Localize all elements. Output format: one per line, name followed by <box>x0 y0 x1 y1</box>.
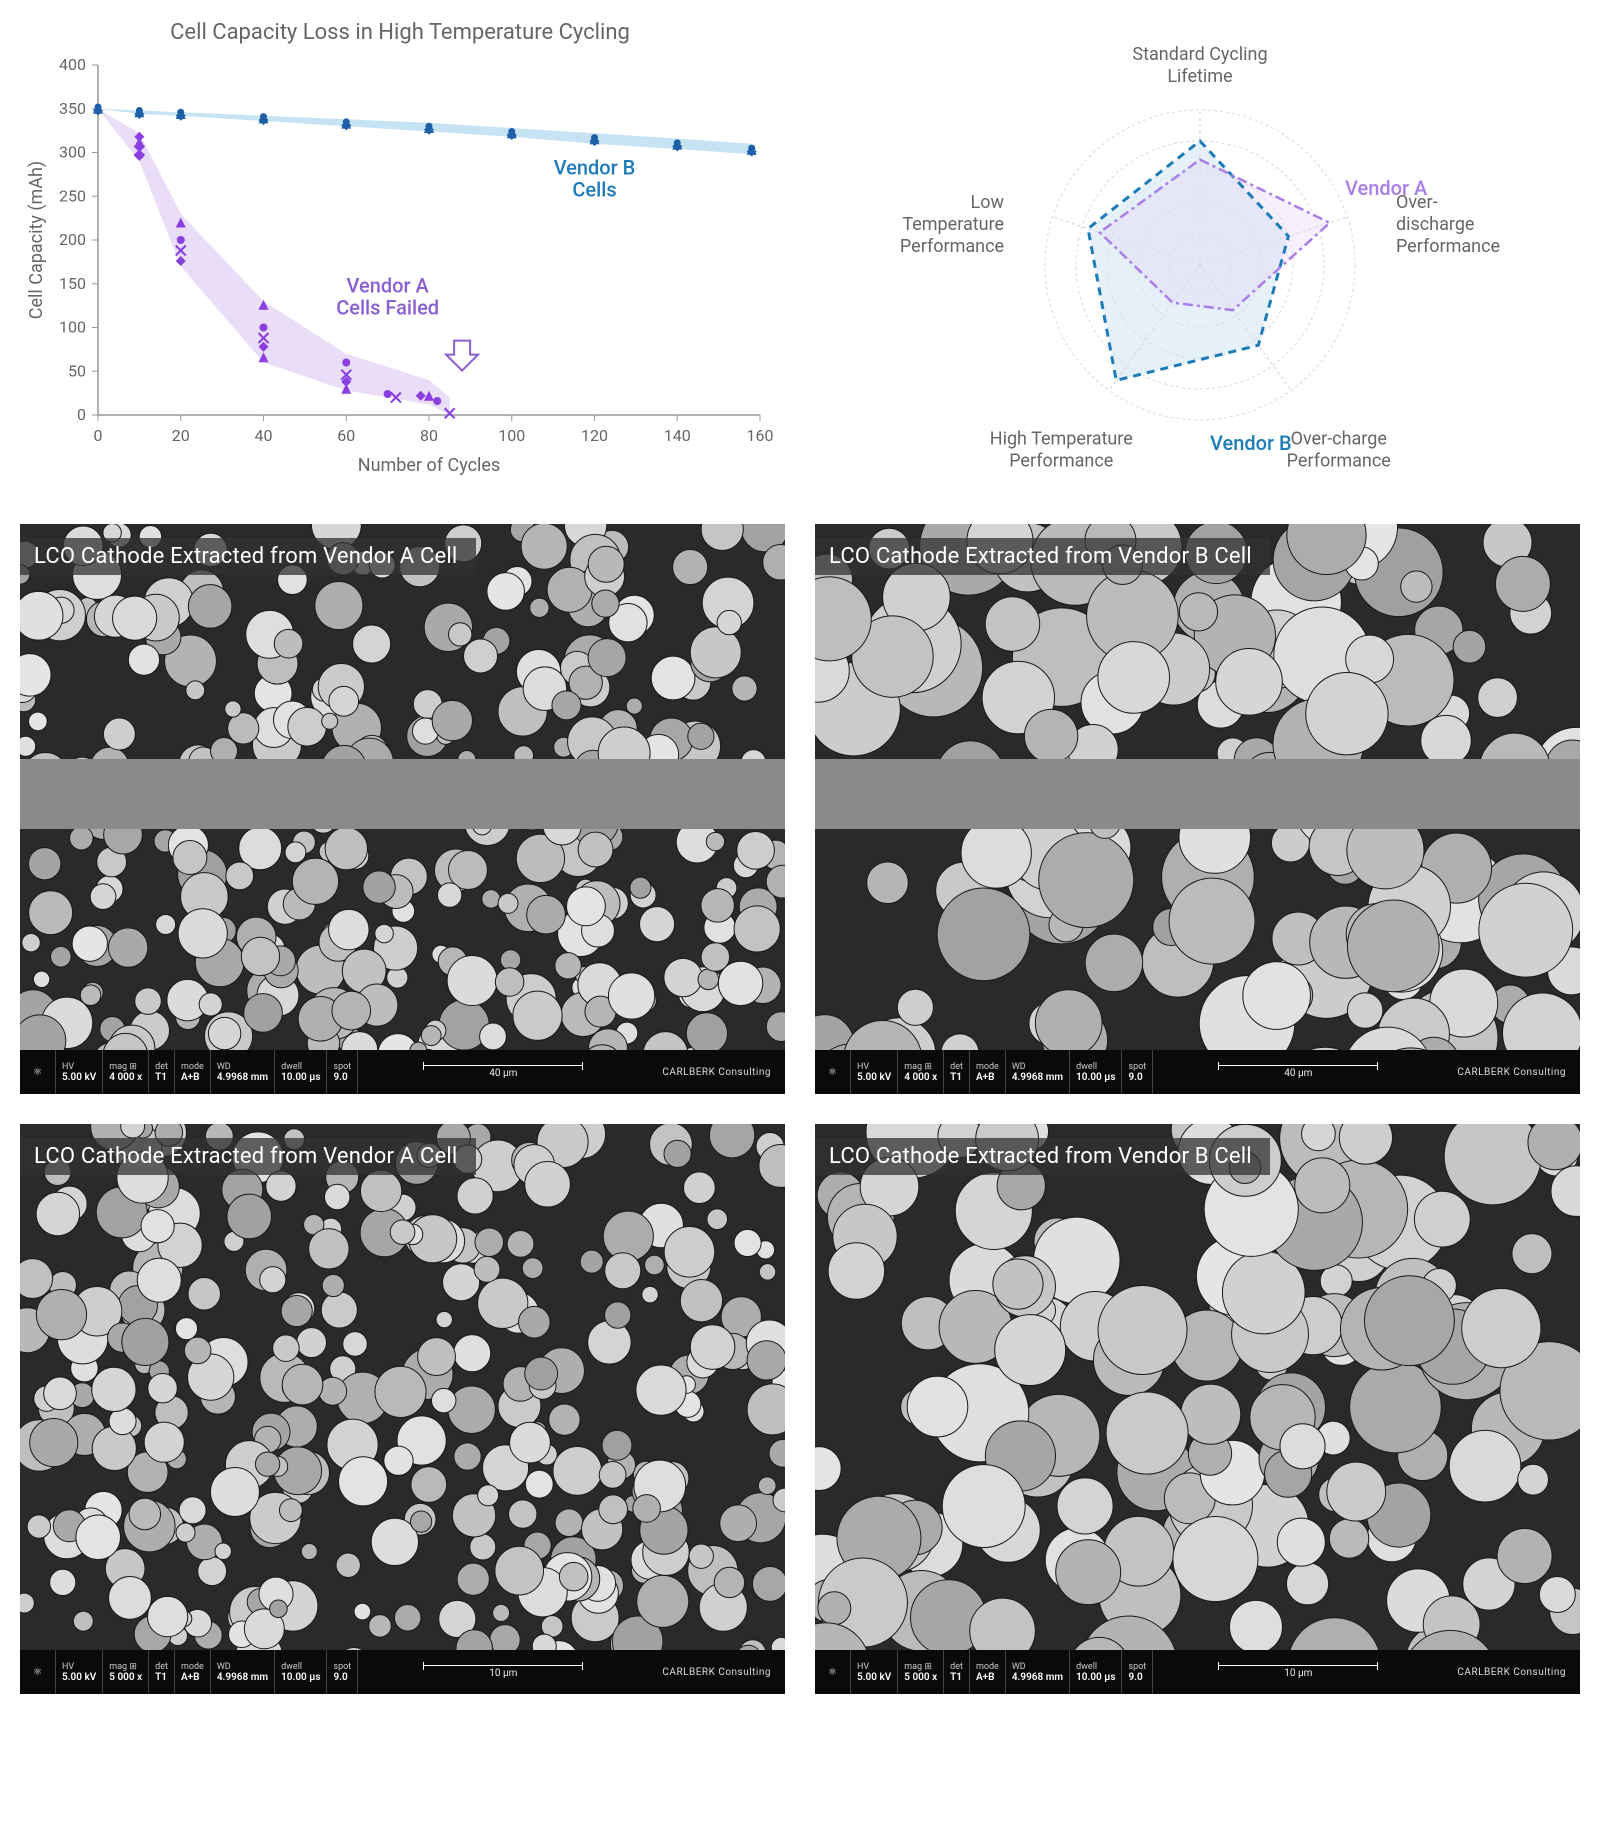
radar-chart-panel: Standard CyclingLifetimeOver-dischargePe… <box>820 20 1580 494</box>
scale-bar: 40 µm <box>1153 1050 1443 1094</box>
sem-meta-cell: detT1 <box>944 1650 970 1694</box>
svg-text:300: 300 <box>59 143 86 162</box>
svg-text:Vendor B: Vendor B <box>554 155 636 179</box>
svg-text:Performance: Performance <box>900 236 1004 257</box>
svg-text:Standard Cycling: Standard Cycling <box>1132 44 1267 65</box>
svg-text:0: 0 <box>94 426 103 445</box>
sem-meta-cell: HV5.00 kV <box>851 1650 898 1694</box>
svg-text:High Temperature: High Temperature <box>990 429 1133 450</box>
sem-meta-cell: HV5.00 kV <box>56 1650 103 1694</box>
svg-text:Vendor A: Vendor A <box>1345 176 1428 200</box>
capacity-chart: 0 50 100 150 200 250 300 350 400 0 20 40 60 80 100 120 1… <box>20 55 780 485</box>
svg-text:60: 60 <box>337 426 355 445</box>
svg-text:50: 50 <box>68 361 86 380</box>
sem-meta-cell: modeA+B <box>970 1650 1006 1694</box>
svg-text:Vendor B: Vendor B <box>1210 431 1292 455</box>
svg-text:350: 350 <box>59 99 86 118</box>
sem-meta-cell: modeA+B <box>175 1050 211 1094</box>
sem-brand: CARLBERK Consulting <box>1443 1050 1580 1094</box>
svg-text:Cells Failed: Cells Failed <box>336 295 439 319</box>
svg-text:80: 80 <box>420 426 438 445</box>
sem-meta-cell: mag ⊞4 000 x <box>898 1050 944 1094</box>
scale-bar: 40 µm <box>358 1050 648 1094</box>
sem-brand: CARLBERK Consulting <box>1443 1650 1580 1694</box>
sem-meta-cell: spot9.0 <box>1122 1050 1153 1094</box>
svg-text:200: 200 <box>59 230 86 249</box>
sem-meta-cell: dwell10.00 µs <box>1070 1650 1122 1694</box>
sem-meta-cell: HV5.00 kV <box>851 1050 898 1094</box>
sem-footer: ⚛HV5.00 kVmag ⊞4 000 xdetT1modeA+BWD4.99… <box>815 1050 1580 1094</box>
sem-meta-cell: mag ⊞5 000 x <box>898 1650 944 1694</box>
atom-icon: ⚛ <box>20 1650 56 1694</box>
atom-icon: ⚛ <box>815 1050 851 1094</box>
sem-meta-cell: spot9.0 <box>1122 1650 1153 1694</box>
sem-meta-cell: modeA+B <box>970 1050 1006 1094</box>
sem-meta-cell: dwell10.00 µs <box>1070 1050 1122 1094</box>
sem-panel: LCO Cathode Extracted from Vendor B Cell… <box>815 1124 1580 1694</box>
sem-title: LCO Cathode Extracted from Vendor A Cell <box>20 538 476 575</box>
svg-text:Cell Capacity (mAh): Cell Capacity (mAh) <box>26 161 47 319</box>
sem-meta-cell: spot9.0 <box>327 1050 358 1094</box>
svg-text:100: 100 <box>498 426 525 445</box>
svg-text:Performance: Performance <box>1287 451 1391 472</box>
sem-footer: ⚛HV5.00 kVmag ⊞5 000 xdetT1modeA+BWD4.99… <box>815 1650 1580 1694</box>
svg-text:Performance: Performance <box>1009 451 1113 472</box>
sem-meta-cell: detT1 <box>944 1050 970 1094</box>
svg-text:Over-charge: Over-charge <box>1291 429 1387 450</box>
sem-image-grid: LCO Cathode Extracted from Vendor A Cell… <box>20 524 1580 1694</box>
svg-text:Lifetime: Lifetime <box>1167 66 1232 87</box>
svg-text:120: 120 <box>581 426 608 445</box>
sem-meta-cell: modeA+B <box>175 1650 211 1694</box>
svg-text:400: 400 <box>59 55 86 74</box>
sem-meta-cell: WD4.9968 mm <box>1006 1650 1070 1694</box>
sem-meta-cell: WD4.9968 mm <box>1006 1050 1070 1094</box>
radar-chart: Standard CyclingLifetimeOver-dischargePe… <box>820 20 1580 490</box>
sem-title: LCO Cathode Extracted from Vendor A Cell <box>20 1138 476 1175</box>
svg-text:140: 140 <box>664 426 691 445</box>
sem-footer: ⚛HV5.00 kVmag ⊞5 000 xdetT1modeA+BWD4.99… <box>20 1650 785 1694</box>
svg-text:Performance: Performance <box>1396 236 1500 257</box>
sem-panel: LCO Cathode Extracted from Vendor B Cell… <box>815 524 1580 1094</box>
sem-title: LCO Cathode Extracted from Vendor B Cell <box>815 538 1270 575</box>
capacity-chart-title: Cell Capacity Loss in High Temperature C… <box>20 20 780 45</box>
sem-meta-cell: WD4.9968 mm <box>211 1650 275 1694</box>
svg-text:40: 40 <box>255 426 273 445</box>
scale-bar: 10 µm <box>1153 1650 1443 1694</box>
sem-meta-cell: mag ⊞5 000 x <box>103 1650 149 1694</box>
sem-meta-cell: HV5.00 kV <box>56 1050 103 1094</box>
sem-meta-cell: detT1 <box>149 1050 175 1094</box>
svg-text:Vendor A: Vendor A <box>347 274 430 298</box>
svg-text:Temperature: Temperature <box>902 214 1004 235</box>
scale-bar: 10 µm <box>358 1650 648 1694</box>
svg-text:100: 100 <box>59 318 86 337</box>
sem-footer: ⚛HV5.00 kVmag ⊞4 000 xdetT1modeA+BWD4.99… <box>20 1050 785 1094</box>
atom-icon: ⚛ <box>20 1050 56 1094</box>
sem-meta-cell: dwell10.00 µs <box>275 1050 327 1094</box>
sem-brand: CARLBERK Consulting <box>648 1050 785 1094</box>
svg-text:discharge: discharge <box>1396 214 1475 235</box>
svg-text:0: 0 <box>77 405 86 424</box>
sem-meta-cell: mag ⊞4 000 x <box>103 1050 149 1094</box>
sem-meta-cell: spot9.0 <box>327 1650 358 1694</box>
svg-text:250: 250 <box>59 186 86 205</box>
sem-title: LCO Cathode Extracted from Vendor B Cell <box>815 1138 1270 1175</box>
svg-text:160: 160 <box>747 426 774 445</box>
svg-text:150: 150 <box>59 274 86 293</box>
sem-brand: CARLBERK Consulting <box>648 1650 785 1694</box>
svg-text:Cells: Cells <box>572 177 616 201</box>
sem-panel: LCO Cathode Extracted from Vendor A Cell… <box>20 524 785 1094</box>
sem-panel: LCO Cathode Extracted from Vendor A Cell… <box>20 1124 785 1694</box>
capacity-chart-panel: Cell Capacity Loss in High Temperature C… <box>20 20 780 494</box>
sem-meta-cell: dwell10.00 µs <box>275 1650 327 1694</box>
sem-meta-cell: WD4.9968 mm <box>211 1050 275 1094</box>
atom-icon: ⚛ <box>815 1650 851 1694</box>
svg-text:Number of Cycles: Number of Cycles <box>358 455 501 476</box>
sem-meta-cell: detT1 <box>149 1650 175 1694</box>
svg-text:20: 20 <box>172 426 190 445</box>
svg-text:Low: Low <box>971 192 1005 213</box>
